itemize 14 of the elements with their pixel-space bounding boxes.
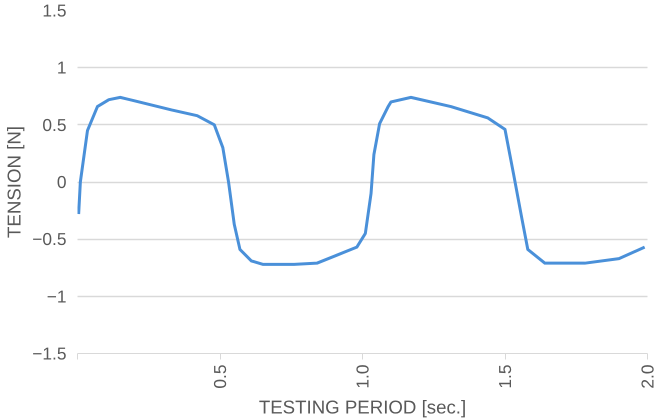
y-tick-label: 0 [56, 172, 67, 192]
x-axis-title: TESTING PERIOD [sec.] [258, 396, 466, 418]
x-tick-label: 0.5 [210, 364, 230, 389]
y-tick-label: 1.5 [42, 0, 67, 20]
x-tick-label: 1.5 [495, 364, 515, 389]
y-tick-label: 1 [56, 58, 67, 78]
y-axis-title: TENSION [N] [3, 126, 24, 238]
line-series [78, 96, 646, 266]
x-tick-label: 2.0 [638, 364, 658, 389]
y-tick-label: −0.5 [32, 229, 67, 250]
x-tick-label: 1.0 [352, 364, 372, 389]
y-tick-label: −1.5 [32, 344, 67, 364]
y-tick-label: −1 [46, 286, 67, 306]
y-tick-label: 0.5 [42, 114, 67, 135]
